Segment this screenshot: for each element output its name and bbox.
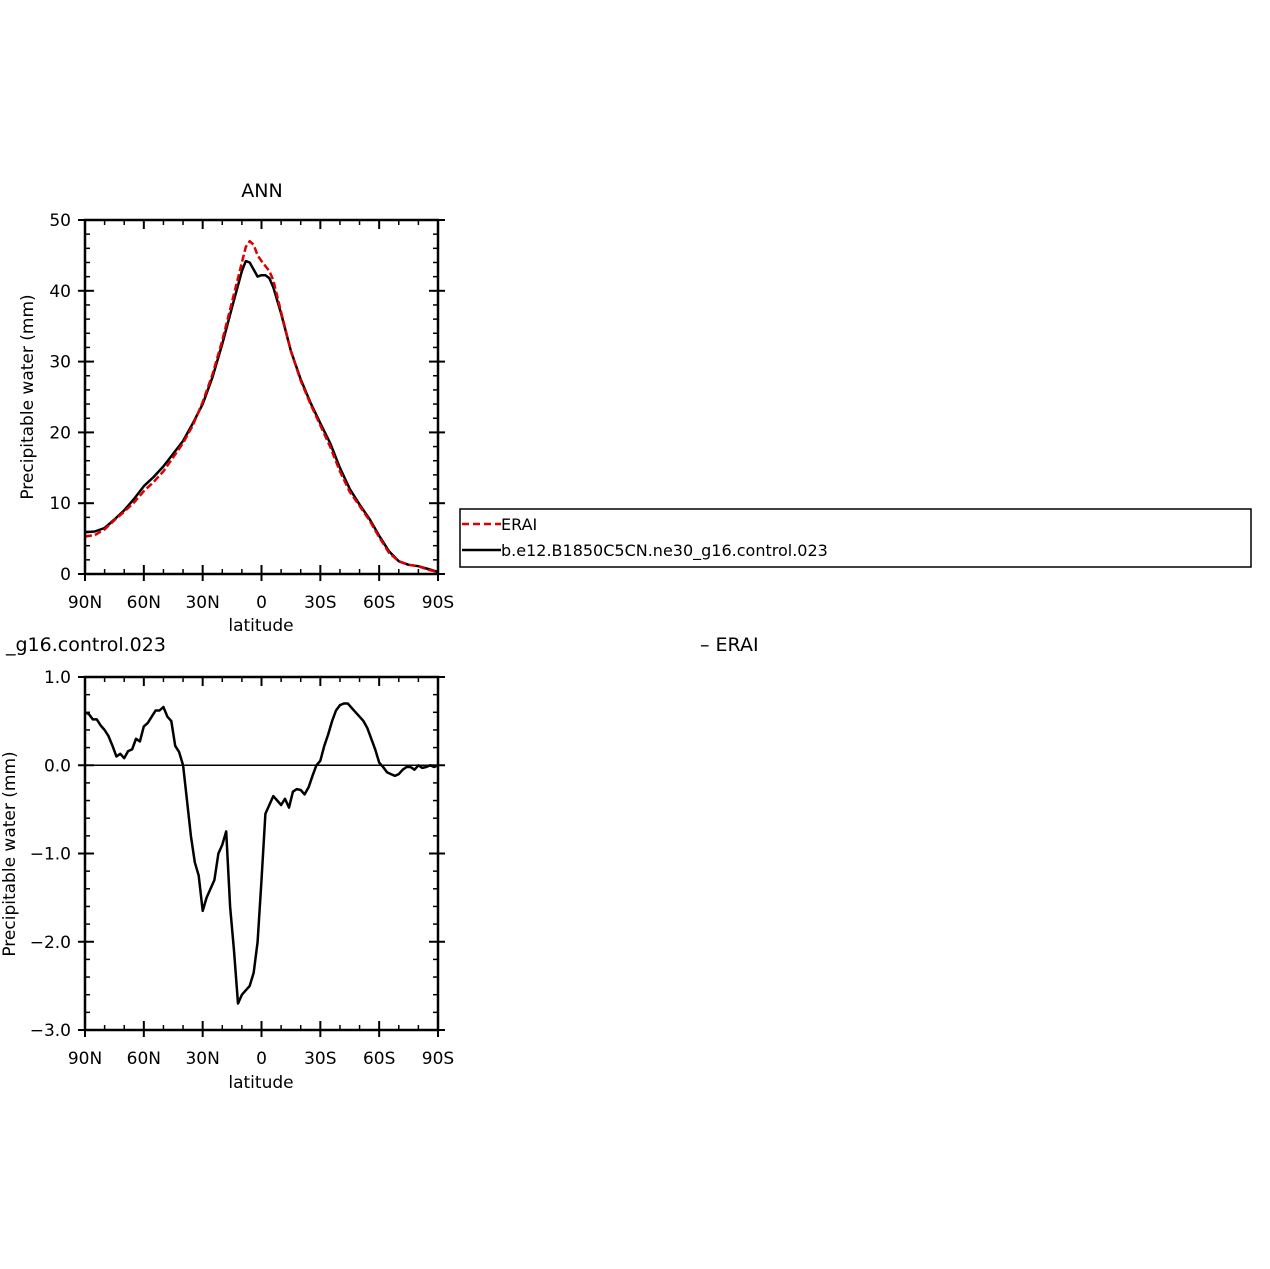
y-tick-label: −3.0 [30,1021,71,1041]
x-axis-label: latitude [228,1073,293,1093]
x-tick-label: 30N [185,1049,219,1069]
y-tick-label: 0.0 [44,756,71,776]
x-tick-label: 60N [127,593,161,613]
x-axis-label: latitude [228,616,293,636]
x-tick-label: 30S [304,593,336,613]
plot-frame [83,218,440,576]
legend: ERAI b.e12.B1850C5CN.ne30_g16.control.02… [459,508,1252,568]
x-tick-label: 60N [127,1049,161,1069]
x-tick-label: 30N [185,593,219,613]
panel-difference: _g16.control.023 – ERAI 90N 60N 30N 0 30S 60S… [0,634,759,1093]
series-lines [84,702,439,1005]
y-tick-label: 40 [49,282,71,302]
series-line-erai [84,239,439,574]
y-axis-label: Precipitable water (mm) [18,294,38,499]
chart-title-right: – ERAI [700,634,759,656]
legend-entry-erai: ERAI [501,515,537,534]
y-axis-label: Precipitable water (mm) [0,751,20,956]
plot-frame [83,675,440,1032]
chart-title-left: _g16.control.023 [5,634,166,656]
legend-box [459,508,1252,568]
panel-precipitable-water: ANN 90N 60N 30N 0 30S 60S 90S 0 10 20 30 40 50 latit… [18,180,454,636]
chart-title: ANN [241,180,282,202]
series-lines [84,239,439,574]
x-tick-label: 90N [68,1049,102,1069]
series-line-b-e12-b1850c5cn-ne30-g16-control-023 [84,259,439,574]
x-tick-label: 0 [256,593,267,613]
y-tick-label: 30 [49,353,71,373]
series-line-diff-0 [84,702,439,1005]
x-tick-label: 0 [256,1049,267,1069]
x-tick-label: 90S [422,1049,454,1069]
x-tick-label: 60S [363,1049,395,1069]
y-tick-label: 20 [49,423,71,443]
y-tick-label: −1.0 [30,845,71,865]
x-tick-label: 60S [363,593,395,613]
y-tick-label: 0 [60,565,71,585]
x-tick-label: 30S [304,1049,336,1069]
axis-ticks: 90N 60N 30N 0 30S 60S 90S 0 10 20 30 40 50 [49,211,454,613]
y-tick-label: 50 [49,211,71,231]
y-tick-label: −2.0 [30,933,71,953]
x-tick-label: 90N [68,593,102,613]
y-tick-label: 1.0 [44,668,71,688]
x-tick-label: 90S [422,593,454,613]
axis-ticks: 90N 60N 30N 0 30S 60S 90S 1.0 0.0 −1.0 −2.0 −3.0 [30,668,455,1069]
y-tick-label: 10 [49,494,71,514]
legend-entry-model: b.e12.B1850C5CN.ne30_g16.control.023 [501,541,828,561]
